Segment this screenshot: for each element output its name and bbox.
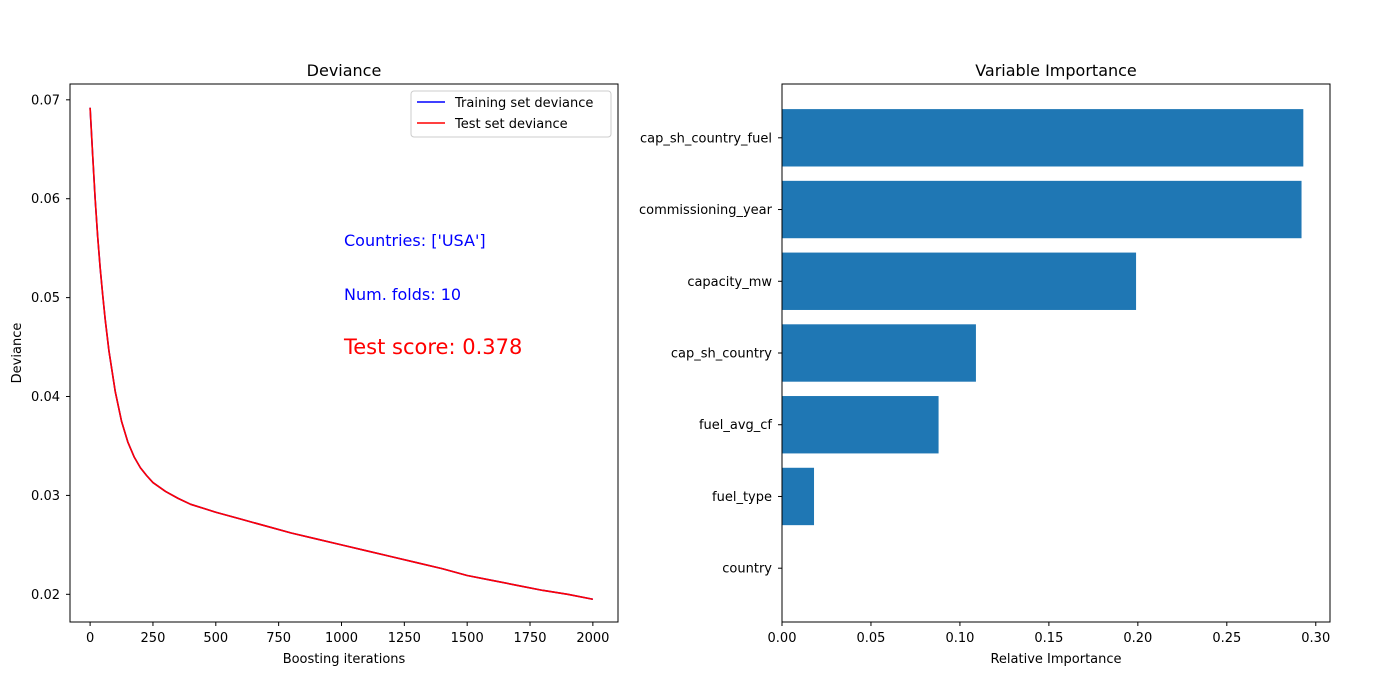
x-tick-label: 500 bbox=[203, 631, 228, 646]
importance-x-ticks: 0.00 0.05 0.10 0.15 0.20 0.25 0.30 bbox=[768, 622, 1330, 646]
series-line-test bbox=[89, 107, 594, 601]
annotation-num-folds: Num. folds: 10 bbox=[344, 285, 461, 304]
x-tick-label: 0 bbox=[86, 631, 94, 646]
importance-bar-cap_sh_country bbox=[782, 324, 976, 382]
x-tick-label: 0.30 bbox=[1301, 631, 1330, 646]
category-label: country bbox=[722, 562, 772, 577]
deviance-legend: Training set deviance Test set deviance bbox=[410, 90, 612, 138]
category-label: commissioning_year bbox=[639, 203, 773, 218]
importance-title: Variable Importance bbox=[975, 61, 1137, 80]
importance-chart: Variable Importance 0.00 0.05 0.10 0.15 0.20… bbox=[639, 61, 1331, 667]
deviance-x-axis-label: Boosting iterations bbox=[283, 652, 406, 667]
category-label: fuel_avg_cf bbox=[699, 418, 772, 433]
y-tick-label: 0.02 bbox=[31, 588, 60, 603]
x-tick-label: 0.25 bbox=[1212, 631, 1241, 646]
importance-bars bbox=[782, 109, 1304, 526]
importance-y-ticks: cap_sh_country_fuel commissioning_yearcap… bbox=[639, 131, 782, 577]
deviance-title: Deviance bbox=[307, 61, 382, 80]
category-label: cap_sh_country_fuel bbox=[640, 131, 772, 146]
x-tick-label: 0.10 bbox=[945, 631, 974, 646]
x-tick-label: 1500 bbox=[451, 631, 484, 646]
category-label: fuel_type bbox=[712, 490, 772, 505]
x-tick-label: 1750 bbox=[513, 631, 546, 646]
deviance-y-axis-label: Deviance bbox=[10, 323, 25, 384]
category-label: cap_sh_country bbox=[671, 347, 772, 362]
deviance-plot-area bbox=[89, 107, 594, 601]
y-tick-label: 0.05 bbox=[31, 291, 60, 306]
x-tick-label: 250 bbox=[141, 631, 166, 646]
legend-label-test: Test set deviance bbox=[454, 117, 568, 132]
x-tick-label: 750 bbox=[266, 631, 291, 646]
x-tick-label: 1250 bbox=[388, 631, 421, 646]
deviance-y-ticks: 0.02 0.03 0.04 0.05 0.06 0.07 bbox=[31, 93, 70, 603]
x-tick-label: 0.05 bbox=[856, 631, 885, 646]
legend-frame bbox=[410, 90, 612, 138]
x-tick-label: 0.00 bbox=[768, 631, 797, 646]
annotation-test-score: Test score: 0.378 bbox=[343, 335, 522, 359]
y-tick-label: 0.06 bbox=[31, 192, 60, 207]
importance-bar-fuel_type bbox=[782, 467, 815, 526]
x-tick-label: 0.15 bbox=[1034, 631, 1063, 646]
y-tick-label: 0.03 bbox=[31, 489, 60, 504]
x-tick-label: 2000 bbox=[576, 631, 609, 646]
y-tick-label: 0.07 bbox=[31, 93, 60, 108]
importance-bar-commissioning_year bbox=[782, 180, 1302, 239]
x-tick-label: 0.20 bbox=[1123, 631, 1152, 646]
category-label: capacity_mw bbox=[687, 275, 772, 290]
deviance-chart: Deviance 0 250 500 750 1000 1250 1500 1750 2000 … bbox=[10, 61, 619, 667]
annotation-countries: Countries: ['USA'] bbox=[344, 231, 486, 250]
y-tick-label: 0.04 bbox=[31, 390, 60, 405]
importance-bar-capacity_mw bbox=[782, 252, 1137, 310]
x-tick-label: 1000 bbox=[325, 631, 358, 646]
legend-label-training: Training set deviance bbox=[454, 96, 593, 111]
importance-bar-fuel_avg_cf bbox=[782, 396, 939, 454]
importance-bar-cap_sh_country_fuel bbox=[782, 109, 1304, 167]
deviance-axes-frame bbox=[69, 83, 619, 623]
deviance-x-ticks: 0 250 500 750 1000 1250 1500 1750 2000 bbox=[86, 622, 609, 646]
importance-x-axis-label: Relative Importance bbox=[990, 652, 1121, 667]
